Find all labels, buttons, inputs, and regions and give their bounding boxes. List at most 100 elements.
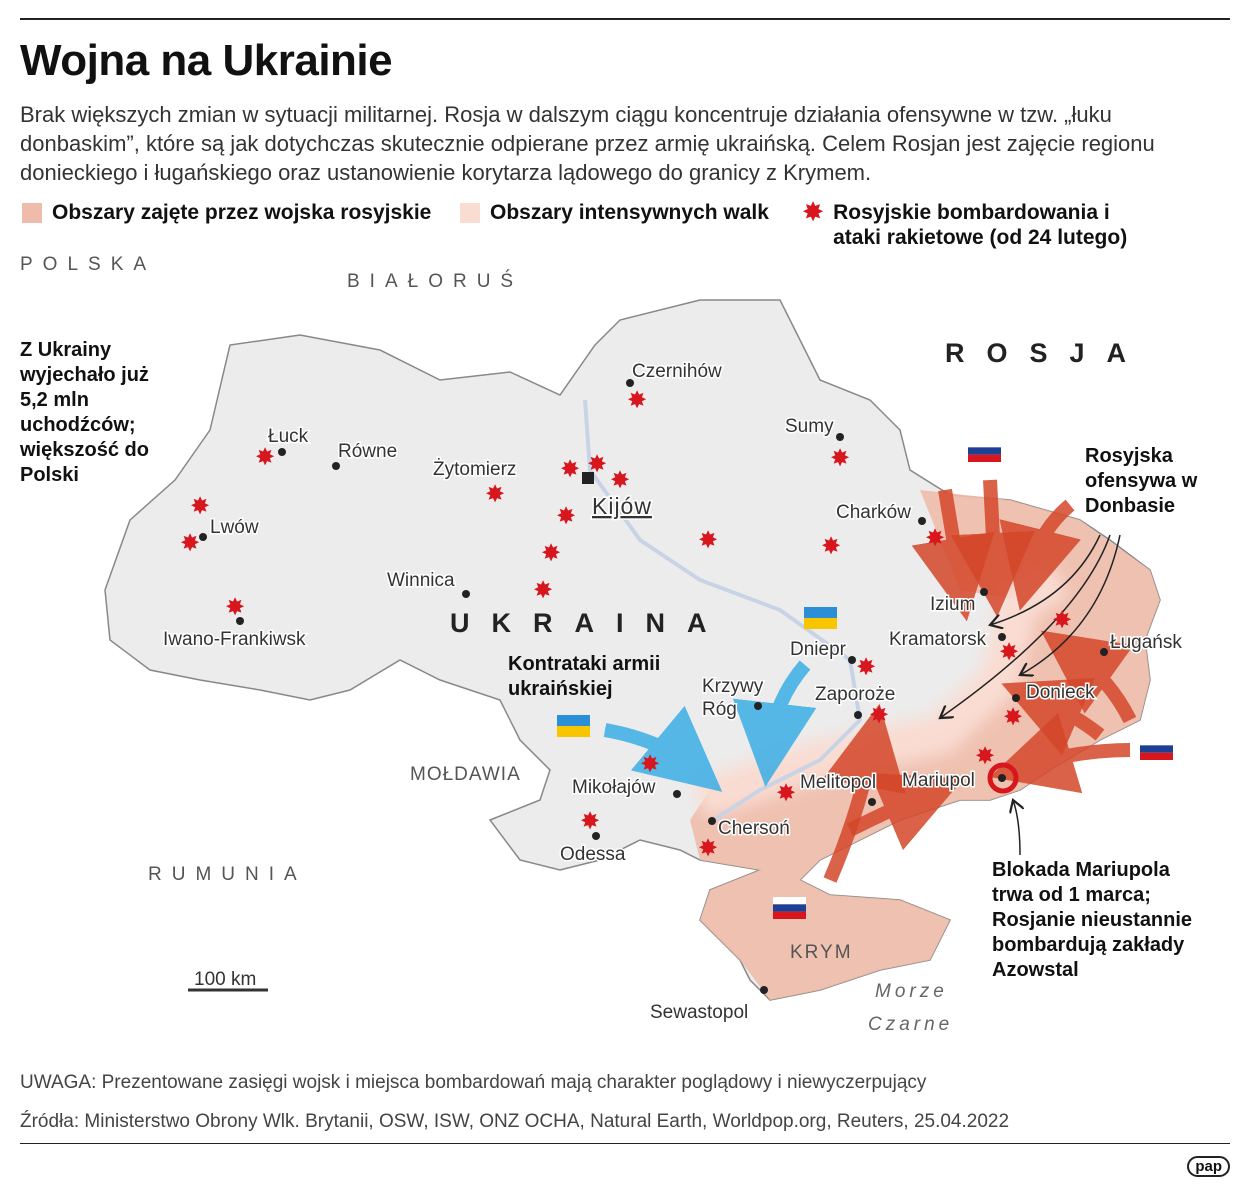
city-dot [998, 633, 1006, 641]
city-label: Sewastopol [650, 1002, 748, 1023]
city-label: Róg [702, 699, 737, 720]
ukrainian-flag-icon [804, 607, 837, 629]
legend-fighting: Obszary intensywnych walk [460, 200, 769, 225]
city-label: Lwów [210, 517, 259, 538]
russian-flag-icon [968, 440, 1001, 462]
russian-flag-icon [1140, 738, 1173, 760]
city-label: Dniepr [790, 639, 847, 660]
bombing-marker: ✸ [190, 493, 210, 520]
ukrainian-flag-icon [557, 715, 590, 737]
city-dot [1012, 694, 1020, 702]
city-dot [760, 986, 768, 994]
city-label: Mariupol [902, 770, 975, 791]
bombing-marker: ✸ [856, 654, 876, 681]
bombing-marker: ✸ [580, 808, 600, 835]
russian-attack-arrow [1040, 630, 1137, 724]
bombing-marker: ✸ [225, 594, 245, 621]
city-dot [673, 790, 681, 798]
city-label: Winnica [387, 570, 455, 591]
city-dot [980, 588, 988, 596]
bombing-marker: ✸ [1003, 704, 1023, 731]
label-ukraine: UKRAINA [450, 608, 729, 638]
bombing-marker: ✸ [556, 503, 576, 530]
legend-bombing-label: Rosyjskie bombardowania i ataki rakietow… [833, 201, 1128, 249]
city-dot [868, 798, 876, 806]
offensive-pointer-arrow [1020, 534, 1121, 675]
bombing-marker: ✸ [180, 530, 200, 557]
ukrainian-counterattack-arrow [603, 705, 723, 792]
label-belarus: BIAŁORUŚ [347, 270, 523, 292]
russian-flag-icon [773, 897, 806, 919]
city-dot [854, 711, 862, 719]
city-dot [278, 448, 286, 456]
city-label: Zaporoże [815, 684, 895, 705]
city-dot [998, 774, 1006, 782]
city-dot [754, 702, 762, 710]
city-label: Donieck [1026, 682, 1095, 703]
counterattack-note: Kontrataki armii ukraińskiej [508, 653, 661, 700]
bombing-marker: ✸ [776, 780, 796, 807]
legend-bombing: ✸ Rosyjskie bombardowania i ataki rakiet… [803, 200, 1163, 250]
offensive-pointer-arrow [940, 534, 1111, 718]
city-label: Iwano-Frankiwsk [163, 629, 306, 650]
bombing-marker: ✸ [698, 835, 718, 862]
bombing-marker: ✸ [640, 751, 660, 778]
bombing-marker: ✸ [869, 702, 889, 729]
city-label: Ługańsk [1110, 632, 1182, 653]
label-crimea: KRYM [790, 942, 853, 963]
city-dot [199, 533, 207, 541]
capital-marker [582, 472, 594, 484]
city-dot [918, 517, 926, 525]
city-label: Charków [836, 502, 911, 523]
bombing-marker: ✸ [587, 451, 607, 478]
city-label: Odessa [560, 844, 626, 865]
top-rule [20, 18, 1230, 20]
footer-note: UWAGA: Prezentowane zasięgi wojsk i miej… [20, 1072, 927, 1093]
russian-attack-arrow [999, 499, 1081, 611]
bottom-rule [20, 1143, 1230, 1144]
offensive-note: Rosyjska ofensywa w Donbasie [1085, 445, 1198, 517]
city-dot [462, 590, 470, 598]
city-label: Łuck [268, 426, 309, 447]
russian-attack-arrow [950, 479, 1035, 617]
city-dot [848, 656, 856, 664]
mariupol-blockade-ring [987, 762, 1019, 794]
russian-attack-arrow [989, 712, 1131, 794]
bombing-marker: ✸ [627, 387, 647, 414]
arrows [603, 479, 1137, 883]
bombing-marker: ✸ [255, 444, 275, 471]
city-dot [836, 433, 844, 441]
city-dot [236, 617, 244, 625]
bombing-marker: ✸ [698, 527, 718, 554]
russian-attack-arrow [846, 772, 964, 851]
city-label: Równe [338, 441, 397, 462]
occupied-swatch [22, 203, 42, 223]
russian-attack-arrow [823, 703, 906, 883]
city-label: Sumy [785, 416, 834, 437]
legend-occupied-label: Obszary zajęte przez wojska rosyjskie [52, 201, 432, 224]
label-sea-2: Czarne [868, 1014, 953, 1035]
mariupol-note: Blokada Mariupola trwa od 1 marca; Rosja… [992, 859, 1193, 981]
label-romania: RUMUNIA [148, 864, 307, 885]
ukrainian-counterattack-arrow [732, 660, 817, 787]
city-label: Melitopol [800, 772, 876, 793]
city-dot [708, 817, 716, 825]
lead-text: Brak większych zmian w sytuacji militarn… [20, 102, 1155, 185]
bombing-marker: ✸ [610, 467, 630, 494]
city-label: Czernihów [632, 361, 722, 382]
footer-sources: Źródła: Ministerstwo Obrony Wlk. Brytani… [20, 1111, 1010, 1132]
city-dot [592, 832, 600, 840]
bombing-marker: ✸ [541, 540, 561, 567]
bombing-marker: ✸ [925, 525, 945, 552]
city-label: Żytomierz [433, 459, 516, 480]
bombing-marker: ✸ [485, 481, 505, 508]
bombing-marker: ✸ [533, 577, 553, 604]
bombing-marker: ✸ [999, 639, 1019, 666]
mariupol-pointer-arrow [1013, 800, 1020, 856]
bombing-marker: ✸ [830, 445, 850, 472]
city-label: Krzywy [702, 676, 764, 697]
label-poland: POLSKA [20, 254, 156, 275]
label-moldova: MOŁDAWIA [410, 764, 521, 785]
label-sea-1: Morze [875, 981, 948, 1002]
